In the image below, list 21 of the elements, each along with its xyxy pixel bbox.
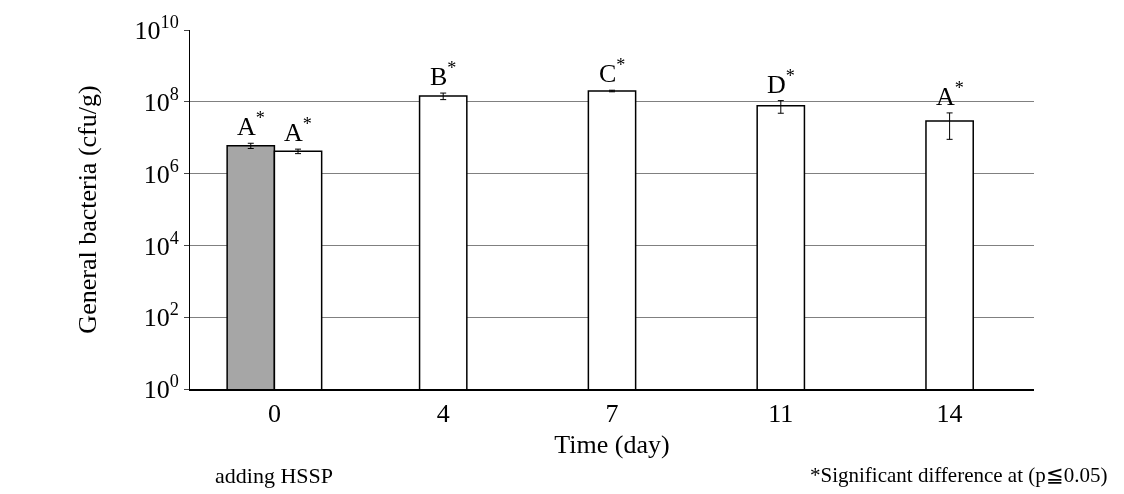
annotation: A$^{*}$ (237, 108, 265, 141)
y-tick-label: 10$^{4}$ (143, 227, 179, 261)
y-tick-label: 10$^{6}$ (143, 155, 179, 189)
annotation: B$^{*}$ (430, 58, 457, 91)
y-tick-label: 10$^{10}$ (134, 12, 179, 46)
x-tick-label: 11 (768, 399, 794, 429)
x-tick-label: 4 (436, 399, 450, 429)
x-tick-label: 7 (605, 399, 619, 429)
x-tick-label: 0 (267, 399, 281, 429)
y-axis-title: General bacteria (cfu/g) (73, 85, 103, 334)
y-tick-label: 10$^{2}$ (143, 299, 179, 333)
annotation: C$^{*}$ (599, 55, 626, 88)
x-axis-title: Time (day) (554, 430, 670, 460)
y-tick-label: 10$^{0}$ (143, 371, 179, 405)
y-tick-label: 10$^{8}$ (143, 83, 179, 117)
text: adding HSSP (215, 463, 333, 488)
x-tick-label: 14 (936, 399, 963, 429)
annotation: D$^{*}$ (767, 66, 795, 99)
annotation: A$^{*}$ (284, 114, 312, 147)
annotation: A$^{*}$ (936, 78, 964, 111)
text: *Significant difference at (p≦0.05) (810, 463, 1108, 487)
